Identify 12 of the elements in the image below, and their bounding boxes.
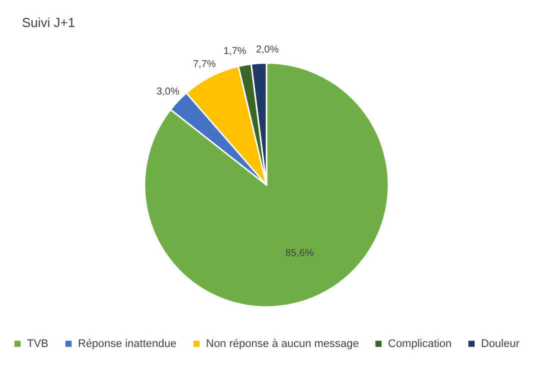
- legend-label: Complication: [388, 338, 452, 350]
- data-label: 85,6%: [285, 248, 314, 260]
- data-label: 2,0%: [256, 44, 279, 56]
- data-label: 1,7%: [223, 46, 246, 58]
- legend-label: Non réponse à aucun message: [206, 338, 359, 350]
- legend-label: Réponse inattendue: [78, 338, 176, 350]
- pie-slice: [144, 62, 390, 308]
- data-label: 7,7%: [192, 59, 216, 70]
- legend-label: TVB: [27, 338, 48, 350]
- legend-label: Douleur: [481, 338, 520, 350]
- chart-title: Suivi J+1: [22, 15, 76, 30]
- data-label: 3,0%: [156, 86, 180, 98]
